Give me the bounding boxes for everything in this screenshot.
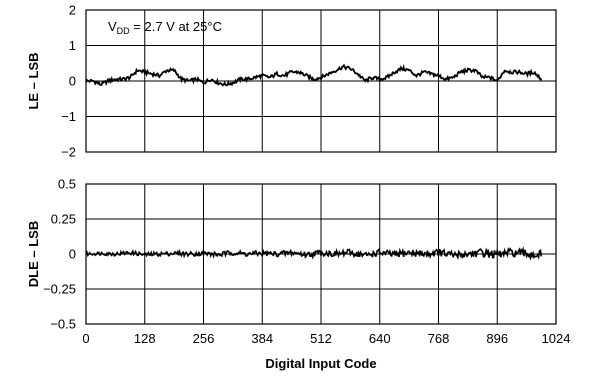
dle-x-tick-labels: 0 128 256 384 512 640 768 896 1024	[82, 331, 570, 346]
dle-y-tick-label: −0.25	[43, 282, 76, 297]
le-y-axis-label: LE – LSB	[26, 52, 41, 109]
le-series-line	[85, 63, 543, 87]
dle-y-tick-label: 0.25	[51, 212, 76, 227]
dle-x-tick-label: 128	[134, 331, 156, 346]
dle-chart-panel: 0.5 0.25 0 −0.25 −0.5 0 128 256 384 512 640 768 896…	[26, 177, 570, 372]
x-axis-label: Digital Input Code	[265, 356, 376, 371]
le-y-tick-label: 2	[69, 3, 76, 18]
dle-y-tick-label: 0	[69, 247, 76, 262]
le-condition-annotation: VDD = 2.7 V at 25°C	[108, 19, 222, 36]
le-y-tick-label: −1	[61, 109, 76, 124]
le-chart-panel: 2 1 0 −1 −2 LE – LSB VDD = 2.7 V at 25°C	[26, 3, 557, 160]
le-y-tick-label: −2	[61, 145, 76, 160]
annotation-subscript: DD	[117, 26, 130, 36]
le-y-tick-labels: 2 1 0 −1 −2	[61, 3, 76, 160]
dle-x-tick-label: 1024	[542, 331, 571, 346]
dle-x-tick-label: 768	[428, 331, 450, 346]
dle-y-axis-label: DLE – LSB	[26, 221, 41, 287]
dle-x-tick-label: 384	[251, 331, 273, 346]
dle-x-tick-label: 640	[369, 331, 391, 346]
annotation-v: V	[108, 19, 117, 34]
annotation-rest: = 2.7 V at 25°C	[130, 19, 222, 34]
dle-x-tick-label: 512	[310, 331, 332, 346]
dle-y-tick-label: 0.5	[58, 177, 76, 192]
dle-x-tick-label: 896	[486, 331, 508, 346]
dle-y-tick-label: −0.5	[50, 317, 76, 332]
le-y-tick-label: 0	[69, 74, 76, 89]
dle-x-tick-label: 0	[82, 331, 89, 346]
le-y-tick-label: 1	[69, 38, 76, 53]
dle-y-tick-labels: 0.5 0.25 0 −0.25 −0.5	[43, 177, 76, 332]
dle-series-line	[85, 246, 543, 261]
dle-x-tick-label: 256	[193, 331, 215, 346]
